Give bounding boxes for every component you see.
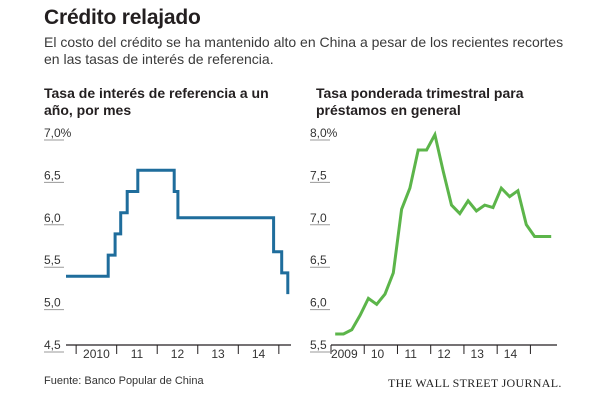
chart1-xtick-label: 14 — [252, 347, 266, 361]
chart2-ytick-label: 7,0 — [310, 211, 327, 225]
chart1-title: Tasa de interés de referencia a un año, … — [44, 85, 269, 118]
chart1-xtick-label: 2010 — [83, 347, 110, 361]
chart2-title: Tasa ponderada trimestral para préstamos… — [316, 85, 524, 118]
chart2-ytick-label: 8,0% — [310, 126, 338, 140]
chart2-weighted-rate: 8,0% 7,5 7,0 6,5 6,0 5,5 2009 10 11 12 13 14 — [310, 126, 557, 361]
chart1-ytick-label: 6,5 — [44, 168, 61, 182]
chart1-xtick-label: 12 — [171, 347, 185, 361]
chart1-ytick-label: 4,5 — [44, 338, 61, 352]
chart2-xtick-label: 12 — [437, 347, 451, 361]
chart1-xtick-label: 11 — [131, 347, 144, 361]
chart2-xtick-label: 2009 — [331, 347, 358, 361]
chart2-xtick-label: 10 — [371, 347, 385, 361]
chart2-xtick-label: 11 — [405, 347, 418, 361]
chart1-xtick-label: 13 — [211, 347, 225, 361]
page-title: Crédito relajado — [44, 6, 201, 29]
chart1-ytick-label: 6,0 — [44, 211, 61, 225]
chart1-ytick-label: 5,5 — [44, 253, 61, 267]
chart2-ytick-label: 6,5 — [310, 253, 327, 267]
chart1-benchmark-rate: 7,0% 6,5 6,0 5,5 5,0 4,5 2010 11 12 13 14 — [44, 126, 291, 361]
chart2-series-line — [335, 130, 552, 336]
chart1-ytick-label: 5,0 — [44, 296, 61, 310]
chart1-series-line — [66, 168, 290, 295]
wsj-logo: THE WALL STREET JOURNAL. — [388, 376, 562, 390]
chart2-ytick-label: 5,5 — [310, 338, 327, 352]
chart1-ytick-label: 7,0% — [44, 126, 72, 140]
chart2-xtick-label: 14 — [504, 347, 518, 361]
chart2-ytick-label: 7,5 — [310, 168, 327, 182]
source-note: Fuente: Banco Popular de China — [44, 375, 204, 387]
page-subtitle: El costo del crédito se ha mantenido alt… — [44, 34, 564, 67]
chart2-ytick-label: 6,0 — [310, 296, 327, 310]
chart2-xtick-label: 13 — [471, 347, 485, 361]
